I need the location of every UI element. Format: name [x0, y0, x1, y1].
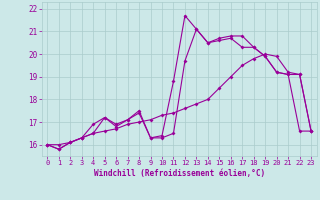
X-axis label: Windchill (Refroidissement éolien,°C): Windchill (Refroidissement éolien,°C) [94, 169, 265, 178]
